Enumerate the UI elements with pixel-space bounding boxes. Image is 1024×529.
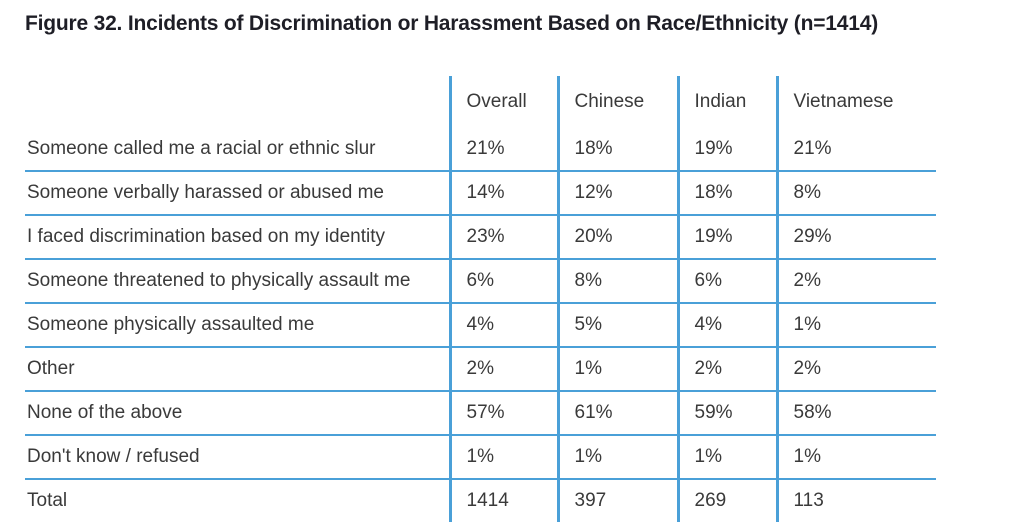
cell-value: 4%: [676, 303, 777, 348]
table-row: Don't know / refused 1% 1% 1% 1%: [25, 435, 936, 480]
cell-value: 1%: [775, 435, 936, 480]
cell-value: 18%: [676, 171, 777, 216]
cell-value: 2%: [775, 259, 936, 304]
cell-value: 59%: [676, 391, 777, 436]
cell-value: 269: [676, 479, 777, 522]
cell-value: 5%: [556, 303, 678, 348]
row-label: Someone called me a racial or ethnic slu…: [25, 128, 450, 172]
row-label: Someone threatened to physically assault…: [25, 259, 450, 304]
table-row: Someone called me a racial or ethnic slu…: [25, 128, 936, 172]
table-header-row: Overall Chinese Indian Vietnamese: [25, 76, 936, 128]
row-label: None of the above: [25, 391, 450, 436]
cell-value: 21%: [448, 128, 558, 172]
cell-value: 1%: [448, 435, 558, 480]
cell-value: 19%: [676, 128, 777, 172]
cell-value: 18%: [556, 128, 678, 172]
figure-title: Figure 32. Incidents of Discrimination o…: [25, 12, 878, 35]
row-label: Total: [27, 490, 68, 511]
table-row: Someone physically assaulted me 4% 5% 4%…: [25, 303, 936, 348]
cell-value: 8%: [775, 171, 936, 216]
row-label: Other: [25, 347, 450, 392]
row-label: Someone physically assaulted me: [25, 303, 450, 348]
table-row: Someone verbally harassed or abused me 1…: [25, 171, 936, 216]
data-table: Overall Chinese Indian Vietnamese Someon…: [25, 76, 936, 522]
cell-value: 20%: [556, 215, 678, 260]
cell-value: 14%: [448, 171, 558, 216]
table-row: I faced discrimination based on my ident…: [25, 215, 936, 260]
cell-value: 21%: [775, 128, 936, 172]
cell-value: 2%: [775, 347, 936, 392]
header-empty-cell: [25, 76, 450, 128]
row-label: Don't know / refused: [25, 435, 450, 480]
cell-value: 1%: [676, 435, 777, 480]
cell-value: 4%: [448, 303, 558, 348]
cell-value: 29%: [775, 215, 936, 260]
row-label: Someone verbally harassed or abused me: [25, 171, 450, 216]
cell-value: 1%: [556, 435, 678, 480]
cell-value: 57%: [448, 391, 558, 436]
table-row-total: Total 1414 397 269 113: [25, 479, 936, 522]
cell-value: 1%: [556, 347, 678, 392]
table-row: Other 2% 1% 2% 2%: [25, 347, 936, 392]
cell-value: 61%: [556, 391, 678, 436]
cell-value: 113: [775, 479, 936, 522]
cell-value: 12%: [556, 171, 678, 216]
cell-value: 8%: [556, 259, 678, 304]
table-row: Someone threatened to physically assault…: [25, 259, 936, 304]
column-header-chinese: Chinese: [556, 76, 678, 128]
row-label: I faced discrimination based on my ident…: [25, 215, 450, 260]
cell-value: 23%: [448, 215, 558, 260]
column-header-indian: Indian: [676, 76, 777, 128]
cell-value: 1414: [448, 479, 558, 522]
column-header-vietnamese: Vietnamese: [775, 76, 936, 128]
cell-value: 2%: [448, 347, 558, 392]
cell-value: 397: [556, 479, 678, 522]
cell-value: 19%: [676, 215, 777, 260]
column-header-overall: Overall: [448, 76, 558, 128]
cell-value: 1%: [775, 303, 936, 348]
cell-value: 6%: [448, 259, 558, 304]
cell-value: 6%: [676, 259, 777, 304]
cell-value: 2%: [676, 347, 777, 392]
table-row: None of the above 57% 61% 59% 58%: [25, 391, 936, 436]
cell-value: 58%: [775, 391, 936, 436]
